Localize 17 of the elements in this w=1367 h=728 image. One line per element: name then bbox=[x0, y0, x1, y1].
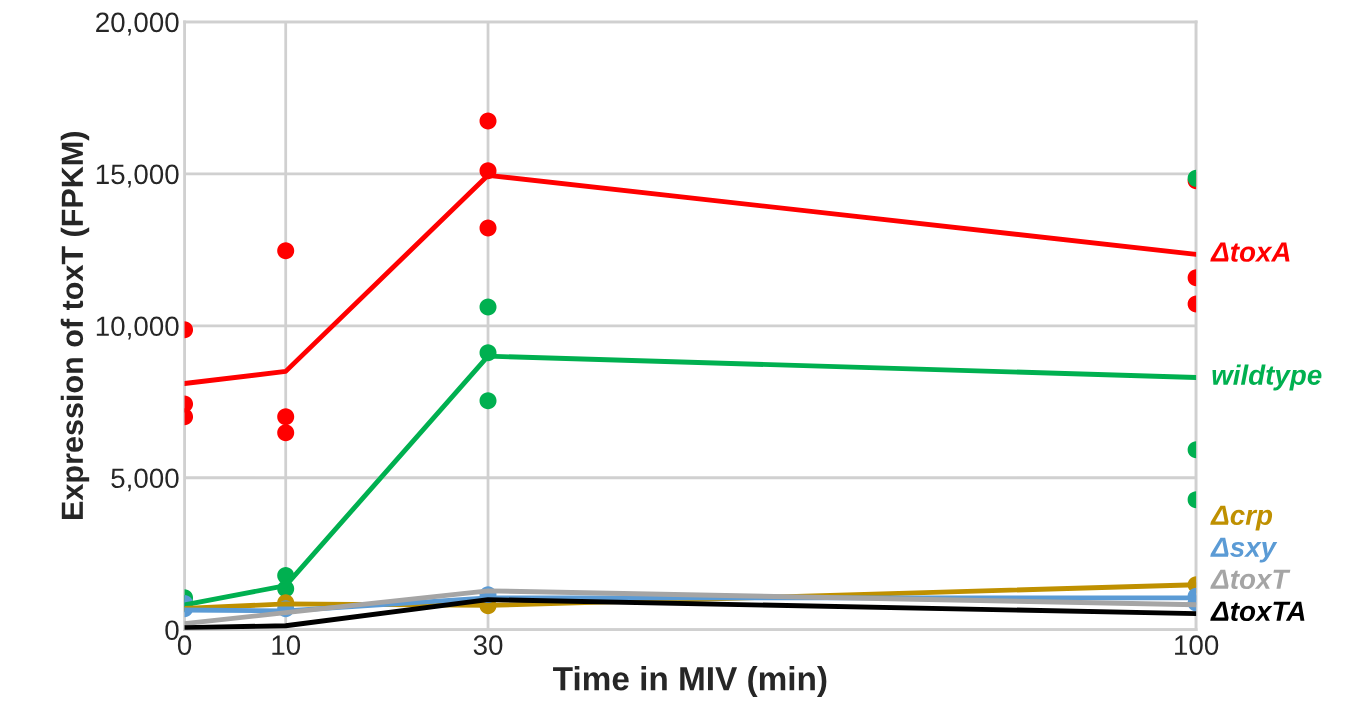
text: Δcrp bbox=[1210, 505, 1273, 531]
series-label: ΔtoxA bbox=[1210, 242, 1290, 262]
x-tick-label: 30 bbox=[473, 635, 503, 655]
y-axis-title: Expression of toxT (FPKM) bbox=[60, 132, 90, 519]
y-tick-label: 10,000 bbox=[96, 316, 179, 340]
series-label: ΔtoxT bbox=[1210, 569, 1291, 590]
y-tick-label: 0 bbox=[165, 620, 179, 641]
x-axis-title: Time in MIV (min) bbox=[553, 666, 827, 698]
x-tick-label: 10 bbox=[272, 635, 301, 655]
x-tick-label: 100 bbox=[1175, 635, 1219, 655]
y-tick-label: 15,000 bbox=[96, 164, 179, 188]
y-tick-label: 20,000 bbox=[96, 12, 179, 36]
series-label: ΔtoxTA bbox=[1210, 601, 1305, 622]
x-tick-label: 0 bbox=[177, 635, 192, 655]
y-tick-label: 5,000 bbox=[111, 468, 179, 492]
series-label: wildtype bbox=[1212, 364, 1322, 391]
series-label: Δsxy bbox=[1210, 537, 1278, 563]
